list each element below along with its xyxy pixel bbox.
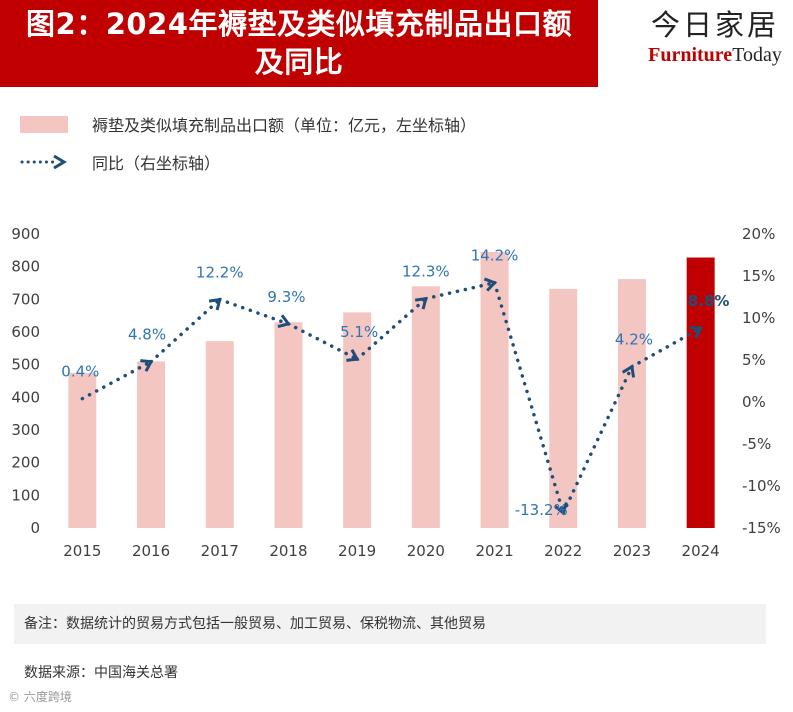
line-segment <box>286 322 359 361</box>
legend-item-line: 同比（右坐标轴） <box>20 146 476 178</box>
y-left-tick-label: 300 <box>11 421 40 439</box>
y-left-tick-label: 600 <box>11 323 40 341</box>
legend-bar-swatch <box>20 115 68 133</box>
y-left-tick-label: 200 <box>11 454 40 472</box>
bar <box>549 288 578 528</box>
brand-logo: 今日家居 FurnitureToday <box>640 6 790 66</box>
data-label: 4.2% <box>615 331 653 349</box>
legend-line-swatch <box>20 154 67 170</box>
bar <box>274 322 303 528</box>
legend: 褥垫及类似填充制品出口额（单位：亿元，左坐标轴） 同比（右坐标轴） <box>20 108 476 184</box>
x-tick-label: 2017 <box>201 542 239 560</box>
y-left-tick-label: 700 <box>11 290 40 308</box>
title-banner: 图2：2024年褥垫及类似填充制品出口额 及同比 <box>0 0 598 87</box>
y-right-tick-label: -10% <box>742 477 781 495</box>
x-tick-label: 2015 <box>63 542 101 560</box>
bar <box>480 251 509 528</box>
data-label: 5.1% <box>340 323 378 341</box>
y-left-tick-label: 800 <box>11 258 40 276</box>
y-right-tick-label: -15% <box>742 519 781 537</box>
y-left-tick-label: 0 <box>30 519 40 537</box>
watermark: © 六度跨境 <box>8 690 72 704</box>
y-right-tick-label: 10% <box>742 309 775 327</box>
bar <box>205 341 234 528</box>
x-tick-label: 2021 <box>475 542 513 560</box>
bar <box>617 279 646 528</box>
y-left-tick-label: 500 <box>11 356 40 374</box>
data-label: -13.2% <box>515 501 568 519</box>
legend-item-bar: 褥垫及类似填充制品出口额（单位：亿元，左坐标轴） <box>20 108 476 140</box>
chart-title-line2: 及同比 <box>254 45 344 79</box>
x-tick-label: 2022 <box>544 542 582 560</box>
x-tick-label: 2020 <box>407 542 445 560</box>
x-tick-label: 2023 <box>613 542 651 560</box>
data-label: 12.3% <box>402 263 450 281</box>
line-arrowhead <box>689 325 704 339</box>
line-segment <box>355 296 428 361</box>
combo-chart: 0 100 200 300 400 500 600 700 800 900 -15% -10% -5% 0… <box>11 225 781 560</box>
bar <box>137 361 166 528</box>
y-right-tick-label: -5% <box>742 435 771 453</box>
data-label: 14.2% <box>471 247 519 265</box>
brand-name-en: FurnitureToday <box>648 44 782 66</box>
line-segment <box>149 297 222 364</box>
line-segment <box>630 326 703 369</box>
y-left-tick-label: 100 <box>11 486 40 504</box>
bar <box>411 286 440 528</box>
chart-title-line1: 图2：2024年褥垫及类似填充制品出口额 <box>26 7 572 41</box>
data-label: 0.4% <box>61 363 99 381</box>
legend-line-label: 同比（右坐标轴） <box>92 154 221 173</box>
x-tick-label: 2024 <box>682 542 720 560</box>
x-tick-label: 2016 <box>132 542 170 560</box>
y-right-tick-label: 0% <box>742 393 766 411</box>
line-segment <box>492 280 565 515</box>
y-left-tick-label: 900 <box>11 225 40 243</box>
y-right-tick-label: 20% <box>742 225 775 243</box>
brand-name-cn: 今日家居 <box>650 8 779 42</box>
bar <box>686 257 715 528</box>
x-tick-label: 2018 <box>269 542 307 560</box>
y-left-tick-label: 400 <box>11 388 40 406</box>
bar <box>68 372 97 528</box>
line-segment <box>80 359 153 401</box>
y-right-tick-label: 15% <box>742 267 775 285</box>
data-source: 数据来源：中国海关总署 <box>24 665 178 681</box>
data-label: 8.8% <box>688 292 730 310</box>
data-label: 4.8% <box>128 326 166 344</box>
data-label: 9.3% <box>267 288 305 306</box>
data-label: 12.2% <box>196 264 244 282</box>
line-segment <box>561 364 634 515</box>
x-tick-label: 2019 <box>338 542 376 560</box>
footnote: 备注：数据统计的贸易方式包括一般贸易、加工贸易、保税物流、其他贸易 <box>14 604 766 644</box>
y-right-tick-label: 5% <box>742 351 766 369</box>
legend-bar-label: 褥垫及类似填充制品出口额（单位：亿元，左坐标轴） <box>92 116 477 135</box>
bar <box>343 312 372 528</box>
